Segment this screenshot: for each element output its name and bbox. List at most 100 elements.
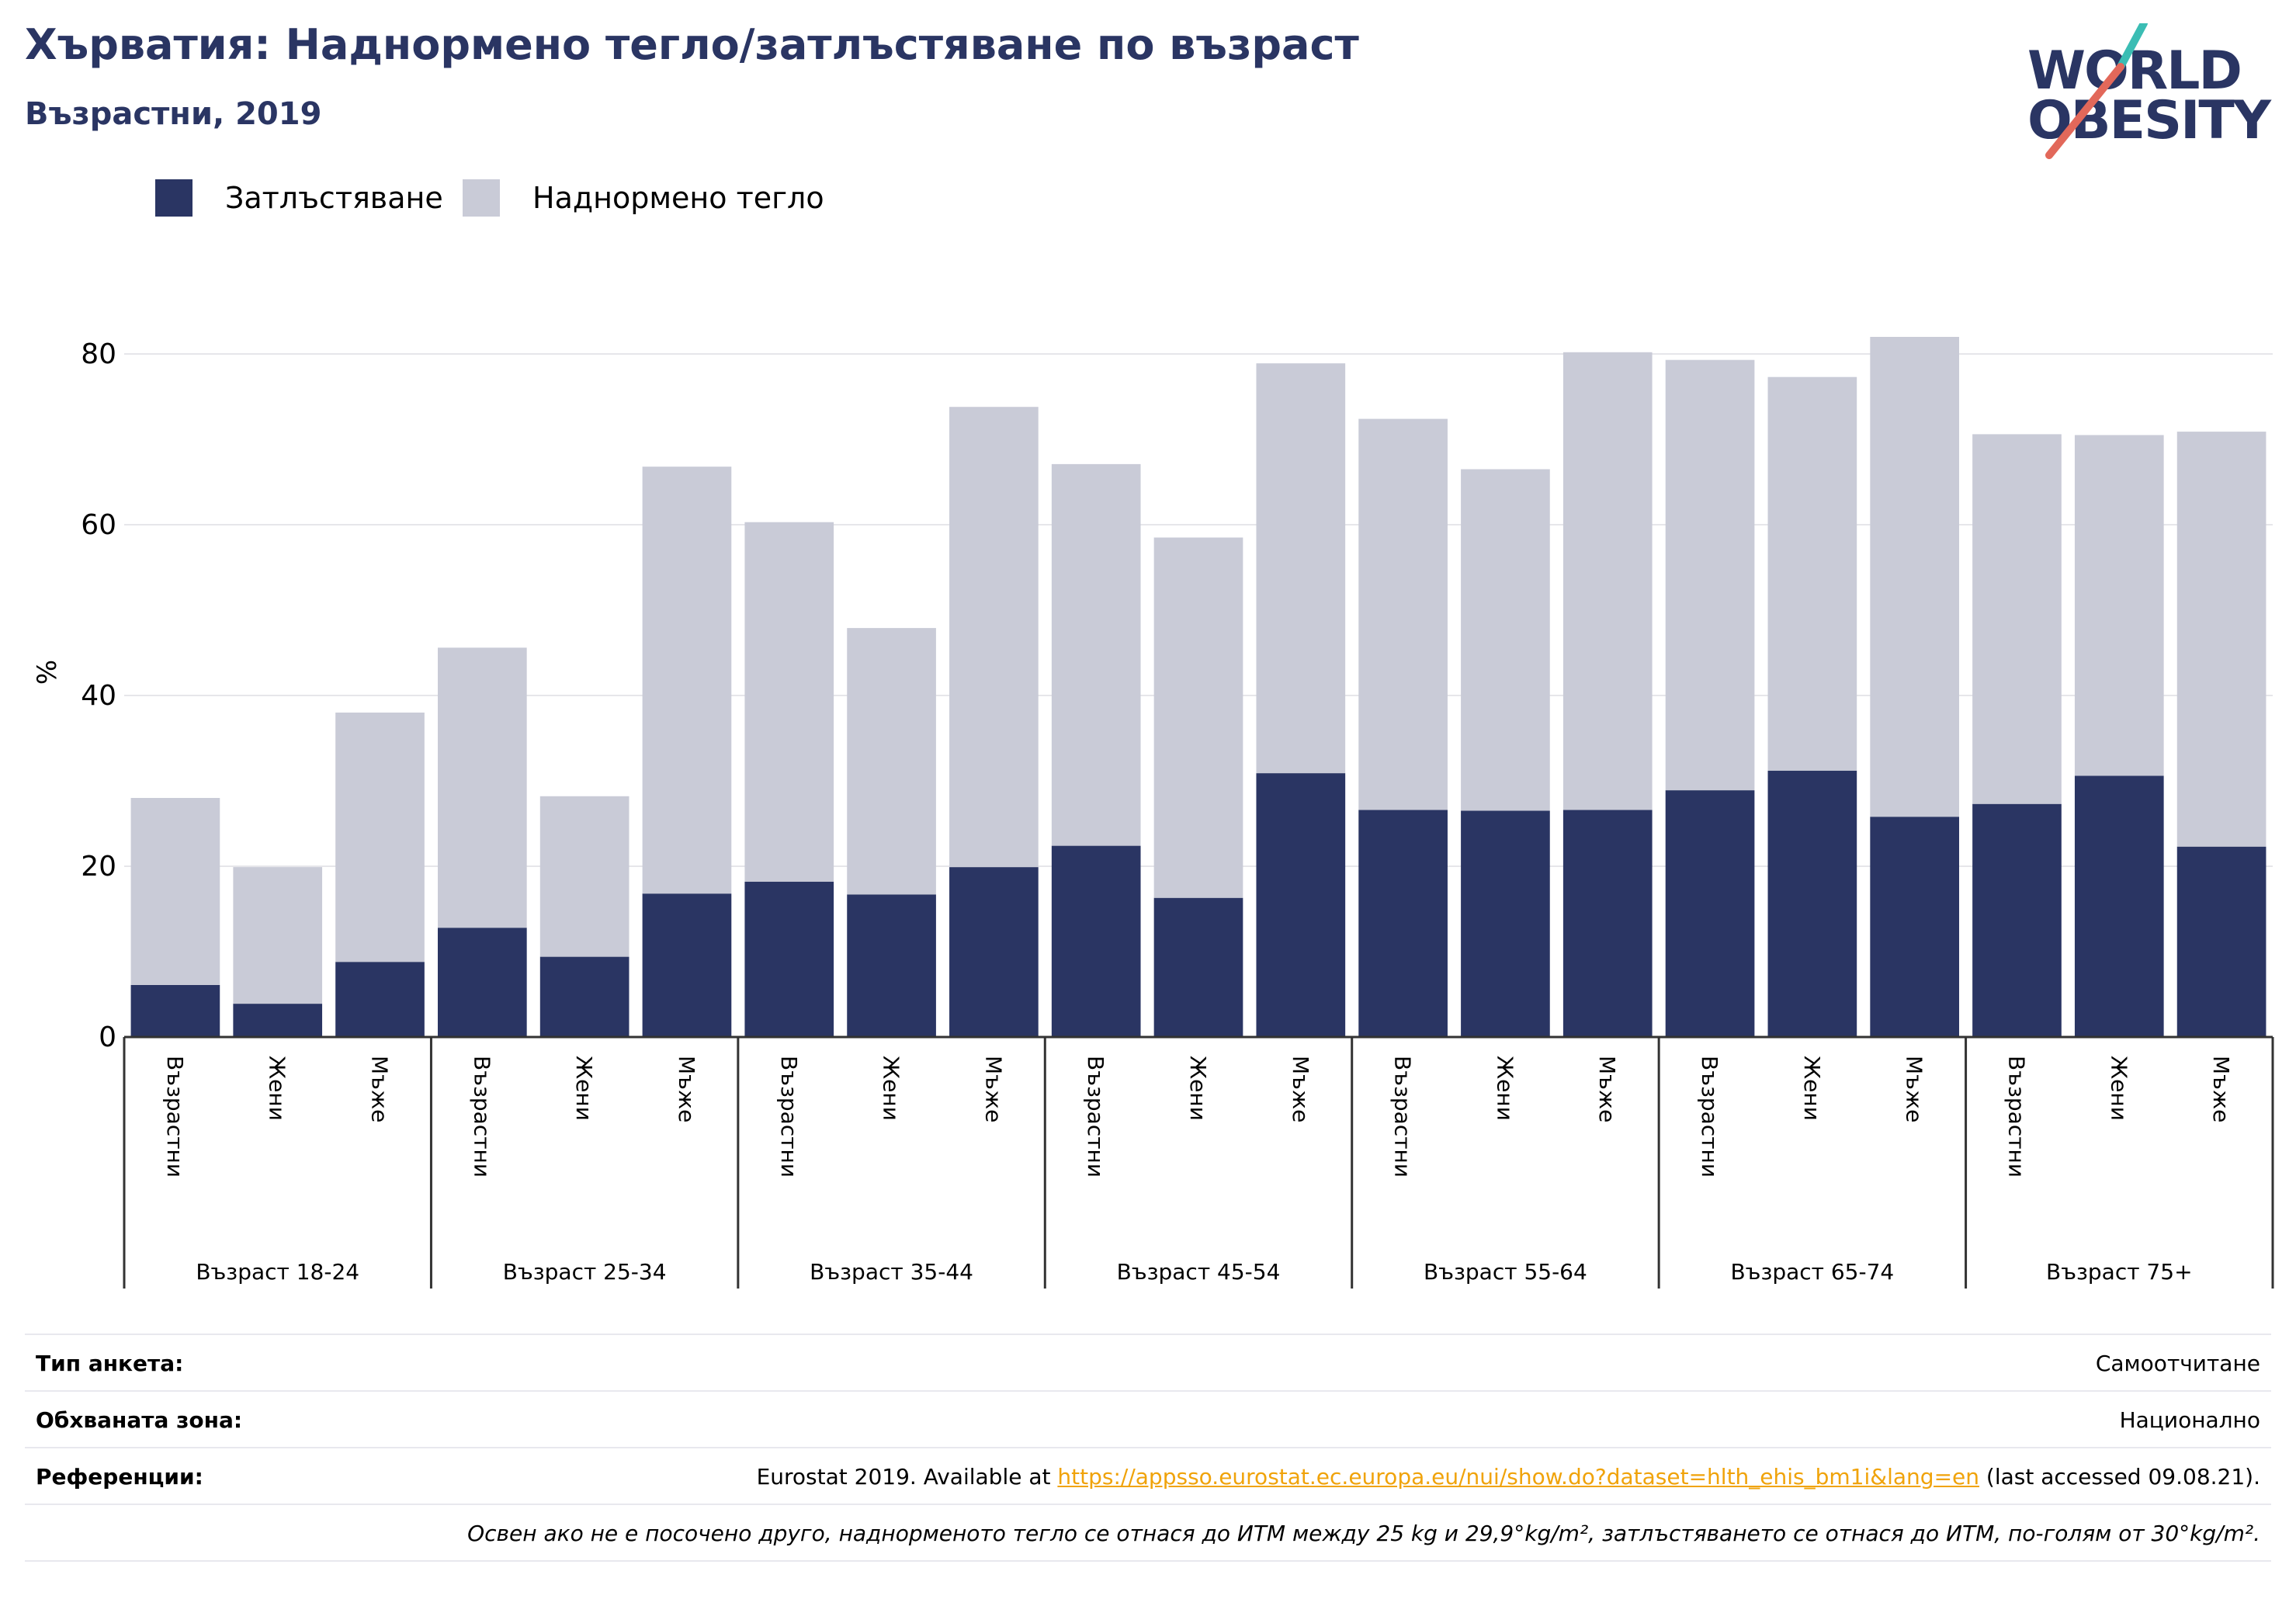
x-tick-label-13: Жени bbox=[1492, 1056, 1517, 1121]
chart-subtitle: Възрастни, 2019 bbox=[25, 96, 322, 132]
legend-swatch-obesity bbox=[155, 179, 192, 217]
bar-obesity-9 bbox=[1051, 845, 1141, 1037]
bar-overweight-0 bbox=[130, 798, 220, 985]
bar-obesity-1 bbox=[233, 1004, 323, 1037]
bar-obesity-7 bbox=[847, 894, 936, 1037]
x-tick-label-14: Мъже bbox=[1594, 1056, 1620, 1122]
bar-overweight-20 bbox=[2176, 432, 2267, 847]
bar-obesity-8 bbox=[949, 867, 1039, 1037]
x-tick-label-17: Мъже bbox=[1902, 1056, 1927, 1122]
group-label-6: Възраст 75+ bbox=[2046, 1259, 2193, 1285]
area-label: Обхваната зона: bbox=[36, 1407, 243, 1433]
x-tick-label-1: Жени bbox=[265, 1056, 290, 1121]
bar-obesity-15 bbox=[1665, 790, 1755, 1037]
x-tick-label-7: Жени bbox=[879, 1056, 904, 1121]
logo-line-1: WORLD bbox=[2027, 40, 2242, 102]
bar-overweight-16 bbox=[1767, 376, 1857, 771]
references-label: Референции: bbox=[36, 1464, 203, 1490]
bar-overweight-2 bbox=[335, 713, 425, 963]
references-prefix: Eurostat 2019. Available at bbox=[756, 1464, 1058, 1490]
bar-overweight-10 bbox=[1153, 537, 1243, 898]
x-tick-label-0: Възрастни bbox=[162, 1056, 188, 1178]
y-axis-label: % bbox=[32, 660, 63, 685]
references-suffix: (last accessed 09.08.21). bbox=[1979, 1464, 2260, 1490]
x-tick-label-6: Възрастни bbox=[776, 1056, 802, 1178]
y-tick-label-60: 60 bbox=[81, 509, 116, 541]
y-tick-label-20: 20 bbox=[81, 851, 116, 883]
x-tick-label-18: Възрастни bbox=[2003, 1056, 2029, 1178]
group-label-1: Възраст 25-34 bbox=[503, 1259, 667, 1285]
y-tick-label-40: 40 bbox=[81, 680, 116, 712]
bar-obesity-18 bbox=[1972, 803, 2062, 1037]
bar-obesity-17 bbox=[1870, 817, 1960, 1037]
x-tick-label-12: Възрастни bbox=[1390, 1056, 1416, 1178]
references-link[interactable]: https://appsso.eurostat.ec.europa.eu/nui… bbox=[1057, 1464, 1979, 1490]
legend-label-obesity: Затлъстяване bbox=[225, 181, 443, 215]
bar-overweight-6 bbox=[744, 522, 834, 882]
x-tick-label-10: Жени bbox=[1185, 1056, 1211, 1121]
bar-overweight-5 bbox=[642, 467, 732, 894]
world-obesity-logo: WORLD OBESITY bbox=[2018, 23, 2274, 163]
bar-overweight-13 bbox=[1461, 469, 1550, 811]
info-row-survey-type: Тип анкета: Самоотчитане bbox=[25, 1334, 2271, 1390]
x-tick-label-16: Жени bbox=[1799, 1056, 1825, 1121]
survey-type-value: Самоотчитане bbox=[2095, 1351, 2260, 1376]
bar-overweight-11 bbox=[1256, 363, 1346, 774]
x-tick-label-2: Мъже bbox=[367, 1056, 393, 1122]
group-label-0: Възраст 18-24 bbox=[196, 1259, 359, 1285]
x-tick-label-5: Мъже bbox=[674, 1056, 699, 1122]
bar-overweight-19 bbox=[2074, 435, 2164, 776]
x-tick-label-3: Възрастни bbox=[469, 1056, 494, 1178]
bar-obesity-14 bbox=[1562, 810, 1653, 1037]
bar-overweight-17 bbox=[1870, 337, 1960, 817]
bar-obesity-2 bbox=[335, 962, 425, 1037]
bar-overweight-18 bbox=[1972, 434, 2062, 804]
bar-overweight-7 bbox=[847, 628, 936, 895]
bar-overweight-1 bbox=[233, 867, 323, 1004]
x-tick-label-11: Мъже bbox=[1288, 1056, 1313, 1122]
x-tick-label-8: Мъже bbox=[980, 1056, 1006, 1122]
bar-chart: 0 20 40 60 80% Възрастни Жени Мъже Възрастни Жени… bbox=[32, 337, 2274, 1289]
area-value: Национално bbox=[2119, 1407, 2260, 1433]
bar-obesity-16 bbox=[1767, 770, 1857, 1037]
bar-overweight-14 bbox=[1562, 352, 1653, 810]
bar-obesity-19 bbox=[2074, 775, 2164, 1037]
info-table: Тип анкета: Самоотчитане Обхваната зона:… bbox=[25, 1334, 2271, 1562]
bar-overweight-8 bbox=[949, 407, 1039, 868]
logo-slash-icon bbox=[2045, 23, 2148, 159]
definition-note: Освен ако не е посочено друго, наднормен… bbox=[467, 1521, 2260, 1546]
x-tick-label-15: Възрастни bbox=[1697, 1056, 1722, 1178]
group-label-3: Възраст 45-54 bbox=[1117, 1259, 1281, 1285]
group-label-2: Възраст 35-44 bbox=[810, 1259, 973, 1285]
bar-obesity-12 bbox=[1358, 810, 1448, 1037]
logo-line-2: OBESITY bbox=[2027, 90, 2271, 151]
bar-obesity-3 bbox=[437, 928, 527, 1037]
bar-overweight-12 bbox=[1358, 418, 1448, 810]
x-tick-label-9: Възрастни bbox=[1083, 1056, 1108, 1178]
legend-item-obesity: Затлъстяване bbox=[155, 177, 443, 219]
chart-title: Хърватия: Наднормено тегло/затлъстяване … bbox=[25, 20, 1359, 69]
legend-item-overweight: Наднормено тегло bbox=[463, 177, 824, 219]
legend-swatch-overweight bbox=[463, 179, 500, 217]
bar-overweight-4 bbox=[539, 796, 629, 957]
group-label-4: Възраст 55-64 bbox=[1424, 1259, 1587, 1285]
bar-obesity-6 bbox=[744, 881, 834, 1037]
info-row-area: Обхваната зона: Национално bbox=[25, 1390, 2271, 1447]
bar-obesity-5 bbox=[642, 893, 732, 1037]
survey-type-label: Тип анкета: bbox=[36, 1351, 184, 1376]
bar-obesity-10 bbox=[1153, 897, 1243, 1037]
bar-overweight-3 bbox=[437, 647, 527, 928]
y-tick-label-80: 80 bbox=[81, 338, 116, 370]
bar-obesity-0 bbox=[130, 984, 220, 1037]
x-tick-label-20: Мъже bbox=[2208, 1056, 2234, 1122]
info-row-note: Освен ако не е посочено друго, наднормен… bbox=[25, 1504, 2271, 1562]
y-tick-label-0: 0 bbox=[99, 1021, 116, 1053]
x-tick-label-4: Жени bbox=[571, 1056, 597, 1121]
references-value: Eurostat 2019. Available at https://apps… bbox=[757, 1464, 2260, 1490]
bar-overweight-9 bbox=[1051, 463, 1141, 846]
info-row-references: Референции: Eurostat 2019. Available at … bbox=[25, 1447, 2271, 1504]
bar-obesity-20 bbox=[2176, 846, 2267, 1037]
group-label-5: Възраст 65-74 bbox=[1730, 1259, 1894, 1285]
legend-label-overweight: Наднормено тегло bbox=[532, 181, 824, 215]
bar-overweight-15 bbox=[1665, 359, 1755, 791]
